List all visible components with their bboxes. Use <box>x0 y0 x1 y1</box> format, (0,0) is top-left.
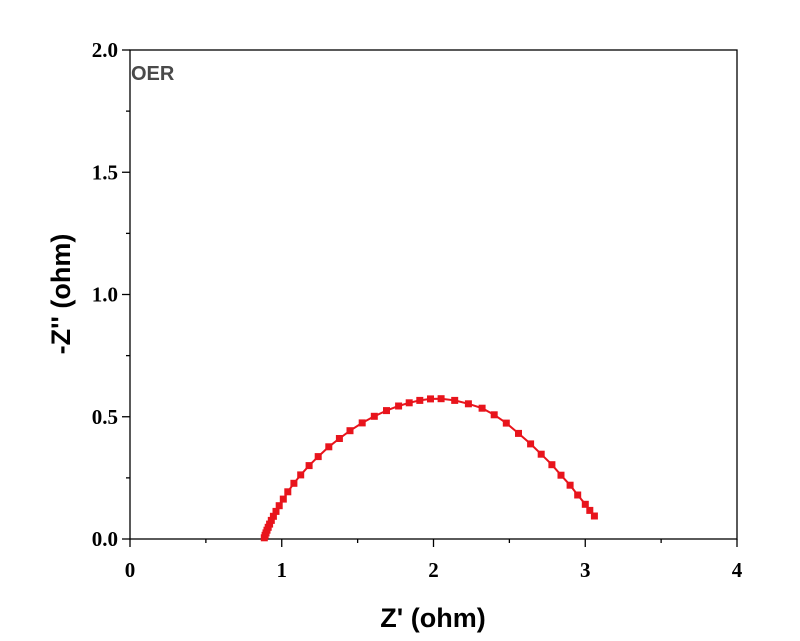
data-point <box>305 462 313 470</box>
data-point <box>586 506 594 514</box>
data-point <box>335 435 343 442</box>
data-point <box>346 427 354 435</box>
data-point <box>490 411 498 419</box>
data-point <box>451 396 459 404</box>
data-point <box>416 396 424 404</box>
data-point <box>502 419 510 427</box>
data-point <box>478 404 486 412</box>
data-point <box>267 516 275 524</box>
data-point <box>383 407 390 415</box>
data-point <box>266 520 274 528</box>
x-tick-label: 0 <box>125 558 136 582</box>
data-point <box>269 512 277 520</box>
data-point <box>325 443 333 451</box>
data-point <box>370 412 378 420</box>
y-tick-label: 0.5 <box>92 405 118 429</box>
annotation-label: OER <box>131 63 175 85</box>
data-point <box>272 507 280 515</box>
x-axis-title: Z' (ohm) <box>380 603 485 633</box>
data-point <box>515 429 522 437</box>
data-point <box>557 471 565 479</box>
data-point <box>574 491 582 499</box>
y-axis-title: -Z'' (ohm) <box>46 234 76 355</box>
data-point <box>314 453 322 461</box>
data-point <box>290 479 298 487</box>
data-point <box>358 419 366 427</box>
data-point <box>537 450 545 458</box>
x-tick-label: 2 <box>428 558 439 582</box>
x-axis: 0 1 2 3 4 <box>125 539 743 582</box>
data-point <box>464 400 472 408</box>
data-point <box>279 495 287 503</box>
data-point <box>275 502 283 510</box>
data-point <box>297 471 305 479</box>
x-tick-label: 4 <box>732 558 743 582</box>
y-tick-label: 1.0 <box>92 283 118 307</box>
y-tick-label: 0.0 <box>92 527 118 551</box>
data-point <box>566 481 574 489</box>
data-point <box>427 395 434 403</box>
y-tick-label: 2.0 <box>92 38 118 62</box>
data-point <box>590 512 598 520</box>
data-point <box>284 488 292 496</box>
data-point <box>548 461 556 469</box>
x-tick-label: 3 <box>580 558 591 582</box>
data-point <box>405 399 413 407</box>
data-point <box>437 395 445 403</box>
data-point <box>395 402 403 410</box>
y-tick-label: 1.5 <box>92 160 118 184</box>
data-point <box>527 440 535 448</box>
y-axis: 0.0 0.5 1.0 1.5 2.0 <box>92 38 130 551</box>
data-series <box>260 395 598 542</box>
x-tick-label: 1 <box>277 558 288 582</box>
data-point <box>581 500 589 508</box>
